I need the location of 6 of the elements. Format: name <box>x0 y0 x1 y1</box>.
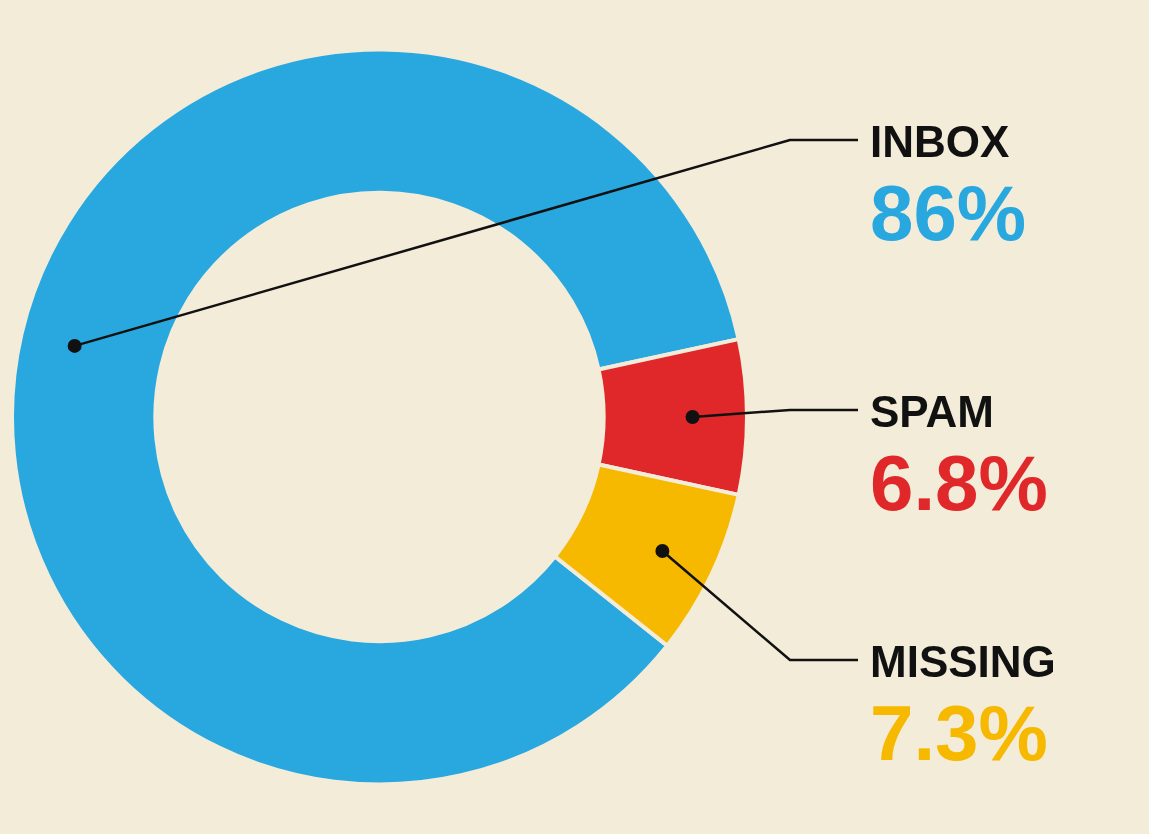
slice-label: INBOX <box>870 117 1010 166</box>
data-label: 7.3% <box>870 689 1048 777</box>
slice-label: MISSING <box>870 637 1056 686</box>
data-label: 6.8% <box>870 439 1048 527</box>
data-label: 86% <box>870 169 1027 257</box>
slice-label: SPAM <box>870 387 994 436</box>
